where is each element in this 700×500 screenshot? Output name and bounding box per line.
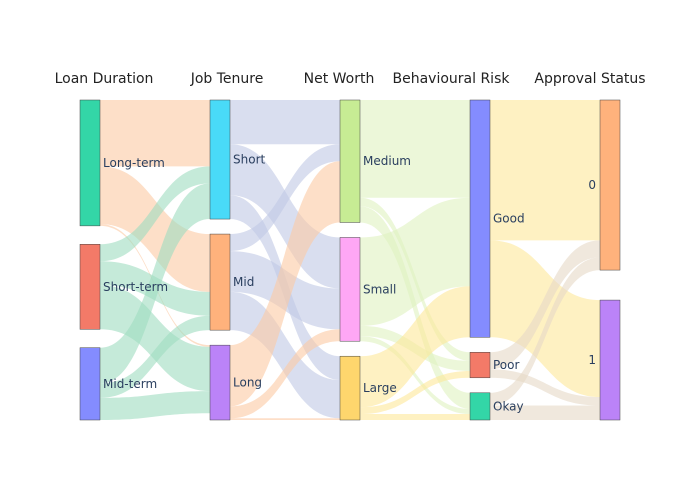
link-medium-to-good[interactable] [360, 100, 470, 198]
node-label-okay: Okay [493, 399, 524, 413]
link-long-to-large[interactable] [230, 418, 340, 420]
link-large-to-poor[interactable] [360, 370, 470, 415]
node-mid-term[interactable] [79, 347, 101, 421]
node-label-approved-0: 0 [588, 178, 596, 192]
node-label-short: Short [233, 153, 265, 167]
link-long-term-to-mid[interactable] [100, 166, 210, 292]
node-long[interactable] [209, 344, 231, 421]
nodes-layer: Long-term Short-term Mid-term Short Mid Long M… [79, 99, 621, 421]
column-title-net-worth: Net Worth [304, 71, 375, 87]
link-short-to-medium[interactable] [230, 100, 340, 145]
node-good[interactable] [469, 99, 491, 338]
node-label-long: Long [233, 376, 262, 390]
link-good-to-approved-0[interactable] [490, 100, 600, 241]
node-label-mid-term: Mid-term [103, 377, 157, 391]
node-label-good: Good [493, 212, 525, 226]
column-title-behavioural-risk: Behavioural Risk [393, 71, 511, 87]
link-large-to-okay[interactable] [360, 414, 470, 420]
link-okay-to-approved-0[interactable] [490, 257, 600, 406]
link-medium-to-okay[interactable] [360, 206, 470, 409]
link-short-term-to-long[interactable] [100, 285, 210, 392]
link-mid-to-large[interactable] [230, 291, 340, 419]
link-short-term-to-short[interactable] [100, 166, 210, 262]
node-okay[interactable] [469, 392, 491, 421]
link-okay-to-approved-1[interactable] [490, 405, 600, 420]
link-mid-to-medium[interactable] [230, 144, 340, 252]
column-title-approval-status: Approval Status [534, 71, 645, 87]
node-large[interactable] [339, 355, 361, 421]
node-label-poor: Poor [493, 358, 519, 372]
node-label-short-term: Short-term [103, 280, 168, 294]
link-small-to-okay[interactable] [360, 336, 470, 415]
link-long-term-to-short[interactable] [100, 100, 210, 167]
node-approved-1[interactable] [599, 299, 621, 421]
link-mid-term-to-short[interactable] [100, 183, 210, 384]
links-layer [100, 100, 600, 420]
node-label-small: Small [363, 282, 396, 296]
node-label-mid: Mid [233, 275, 254, 289]
node-medium[interactable] [339, 99, 361, 223]
link-poor-to-approved-1[interactable] [490, 369, 600, 406]
node-mid[interactable] [209, 233, 231, 331]
column-title-job-tenure: Job Tenure [190, 71, 264, 87]
link-mid-term-to-long[interactable] [100, 391, 210, 420]
link-small-to-good[interactable] [360, 197, 470, 326]
node-label-large: Large [363, 381, 397, 395]
link-mid-term-to-mid[interactable] [100, 315, 210, 398]
column-titles: Loan Duration Job Tenure Net Worth Behav… [55, 71, 646, 87]
node-label-long-term: Long-term [103, 156, 165, 170]
link-good-to-approved-1[interactable] [490, 240, 600, 398]
column-title-loan-duration: Loan Duration [55, 71, 154, 87]
node-approved-0[interactable] [599, 99, 621, 271]
node-short[interactable] [209, 99, 231, 220]
link-poor-to-approved-0[interactable] [490, 240, 600, 370]
node-label-approved-1: 1 [588, 353, 596, 367]
link-large-to-good[interactable] [360, 286, 470, 408]
link-long-to-medium[interactable] [230, 161, 340, 407]
node-long-term[interactable] [79, 99, 101, 227]
link-short-to-small[interactable] [230, 144, 340, 289]
node-label-medium: Medium [363, 154, 411, 168]
node-short-term[interactable] [79, 244, 101, 330]
node-small[interactable] [339, 237, 361, 342]
link-long-to-small[interactable] [230, 329, 340, 419]
node-poor[interactable] [469, 352, 491, 379]
